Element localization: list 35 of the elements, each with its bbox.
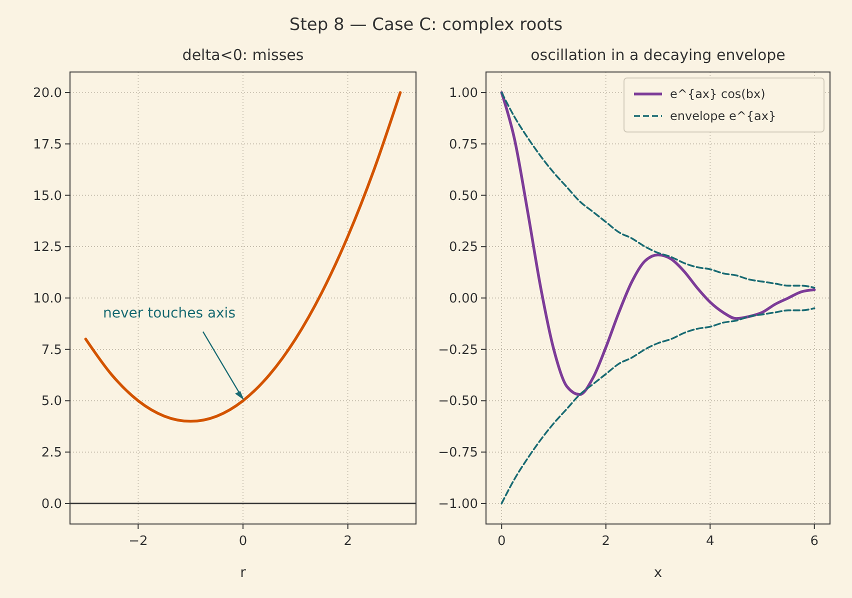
annotation: never touches axis bbox=[103, 306, 236, 322]
chart-title: oscillation in a decaying envelope bbox=[530, 46, 786, 64]
text: Step 8 — Case C: complex roots bbox=[289, 15, 563, 35]
y-tick-label: 7.5 bbox=[41, 342, 62, 358]
y-tick-label: −1.00 bbox=[438, 496, 478, 512]
legend-label: envelope e^{ax} bbox=[670, 109, 776, 123]
x-tick-label: 0 bbox=[497, 534, 506, 549]
y-tick-label: 0.00 bbox=[449, 292, 478, 306]
chart-title: delta<0: misses bbox=[182, 46, 304, 64]
y-tick-label: 0.25 bbox=[449, 240, 478, 256]
y-tick-label: 12.5 bbox=[33, 240, 62, 256]
y-tick-label: 17.5 bbox=[33, 137, 62, 152]
y-tick-label: 2.5 bbox=[41, 446, 62, 461]
x-tick-label: 4 bbox=[706, 534, 714, 549]
y-tick-label: 10.0 bbox=[33, 292, 62, 306]
line-series bbox=[84, 91, 402, 423]
y-tick-label: 15.0 bbox=[33, 188, 62, 204]
x-tick-label: 2 bbox=[344, 534, 352, 549]
x-tick-label: 2 bbox=[602, 534, 610, 549]
y-tick-label: 0.0 bbox=[41, 496, 62, 512]
x-axis-title: r bbox=[240, 565, 246, 581]
y-tick-label: 1.00 bbox=[449, 86, 478, 102]
y-tick-label: 0.50 bbox=[449, 188, 478, 204]
legend-label: e^{ax} cos(bx) bbox=[670, 87, 766, 101]
x-tick-label: −2 bbox=[128, 534, 148, 549]
y-tick-label: 5.0 bbox=[41, 394, 62, 410]
y-tick-label: −0.25 bbox=[438, 342, 478, 358]
y-tick-label: −0.75 bbox=[438, 446, 478, 461]
y-tick-label: −0.50 bbox=[438, 394, 478, 410]
x-tick-label: 0 bbox=[238, 534, 248, 549]
x-tick-label: 6 bbox=[810, 534, 819, 549]
y-tick-label: 20.0 bbox=[33, 86, 62, 102]
line-series bbox=[500, 307, 816, 504]
y-tick-label: 0.75 bbox=[449, 137, 478, 152]
x-axis-title: x bbox=[654, 565, 662, 581]
